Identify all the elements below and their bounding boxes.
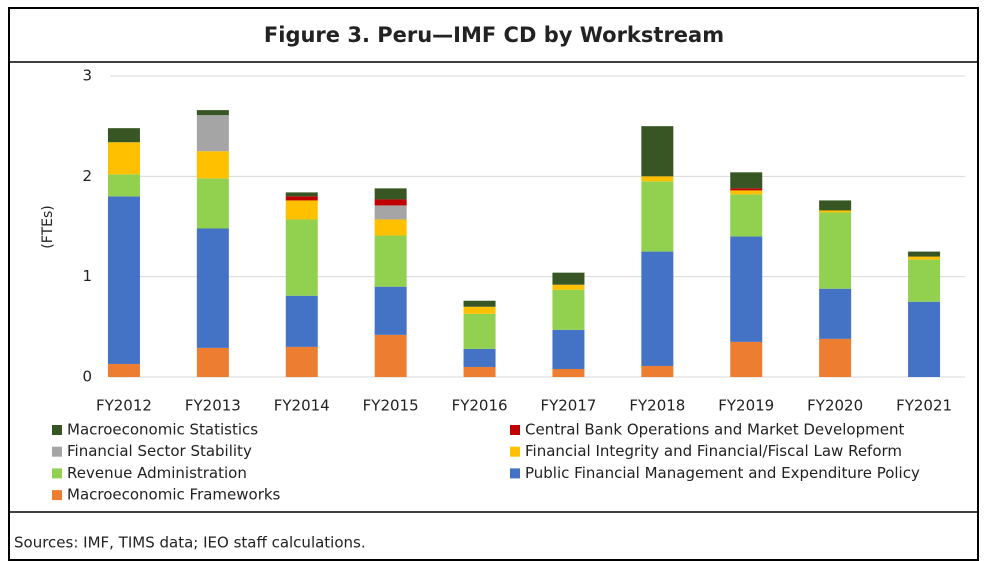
legend-swatch [52, 446, 62, 457]
x-tick-label: FY2017 [540, 397, 596, 415]
legend-label: Central Bank Operations and Market Devel… [525, 421, 904, 439]
bar-segment [908, 251, 941, 257]
bar-segment [374, 219, 407, 236]
bar-segment [374, 199, 407, 206]
legend-swatch [510, 468, 520, 479]
bar-segment [285, 200, 318, 220]
legend-label: Revenue Administration [67, 464, 247, 482]
bar-segment [552, 284, 585, 290]
bar-segment [463, 348, 496, 367]
y-tick-label: 1 [82, 267, 92, 285]
bar-segment [552, 368, 585, 377]
bar-segment [819, 212, 852, 289]
bar-segment [819, 200, 852, 211]
x-tick-label: FY2019 [718, 397, 774, 415]
bar-segment [285, 192, 318, 197]
bar-segment [730, 236, 763, 342]
y-tick-label: 0 [82, 368, 92, 386]
x-tick-label: FY2015 [363, 397, 419, 415]
bar-segment [463, 300, 496, 307]
chart-frame [8, 61, 979, 513]
bar-segment [641, 181, 674, 252]
y-tick-label: 2 [82, 167, 92, 185]
bar-segment [908, 259, 941, 302]
bar-segment [730, 172, 763, 189]
x-tick-label: FY2018 [629, 397, 685, 415]
bar-segment [463, 366, 496, 377]
bar-segment [730, 194, 763, 237]
bar-segment [374, 188, 407, 200]
bar-segment [374, 286, 407, 335]
legend-swatch [52, 490, 62, 501]
bar-segment [908, 301, 941, 377]
y-tick-label: 3 [82, 67, 92, 85]
legend-swatch [510, 446, 520, 457]
bar-segment [730, 341, 763, 377]
bar-segment [641, 126, 674, 177]
bar-segment [463, 313, 496, 349]
bar-segment [285, 196, 318, 201]
bar-segment [819, 288, 852, 339]
bar-segment [285, 295, 318, 347]
x-tick-label: FY2020 [807, 397, 863, 415]
bar-segment [285, 346, 318, 377]
bar-segment [196, 178, 229, 229]
legend-swatch [510, 425, 520, 435]
bar-segment [552, 329, 585, 369]
bar-segment [196, 347, 229, 377]
bar-segment [107, 174, 140, 197]
y-axis-label: (FTEs) [40, 205, 56, 248]
bar-segment [374, 205, 407, 220]
bar-segment [196, 115, 229, 152]
x-tick-label: FY2012 [96, 397, 152, 415]
legend-swatch [52, 425, 62, 435]
bar-segment [107, 142, 140, 175]
bar-segment [819, 210, 852, 213]
bar-segment [641, 365, 674, 377]
x-tick-label: FY2021 [896, 397, 952, 415]
bar-segment [908, 256, 941, 260]
bar-segment [196, 110, 229, 116]
legend-swatch [52, 468, 62, 479]
legend-label: Macroeconomic Statistics [67, 421, 258, 439]
legend-label: Public Financial Management and Expendit… [525, 464, 920, 482]
x-tick-label: FY2016 [452, 397, 508, 415]
bar-segment [819, 338, 852, 377]
legend-label: Macroeconomic Frameworks [67, 486, 281, 504]
bar-segment [196, 151, 229, 179]
bar-segment [285, 219, 318, 296]
bar-segment [552, 272, 585, 285]
bar-segment [107, 128, 140, 143]
x-tick-label: FY2014 [274, 397, 330, 415]
bar-segment [107, 196, 140, 364]
bar-segment [374, 334, 407, 377]
legend-label: Financial Sector Stability [67, 442, 252, 460]
x-tick-label: FY2013 [185, 397, 241, 415]
chart-title: Figure 3. Peru—IMF CD by Workstream [264, 23, 724, 47]
bar-segment [374, 235, 407, 287]
bar-segment [463, 306, 496, 314]
source-note: Sources: IMF, TIMS data; IEO staff calcu… [14, 534, 366, 552]
bar-segment [196, 228, 229, 348]
bar-segment [107, 363, 140, 377]
bar-segment [730, 190, 763, 195]
legend-label: Financial Integrity and Financial/Fiscal… [525, 442, 902, 460]
bar-segment [730, 188, 763, 191]
bar-segment [552, 289, 585, 330]
bar-segment [641, 251, 674, 366]
bar-segment [641, 176, 674, 182]
